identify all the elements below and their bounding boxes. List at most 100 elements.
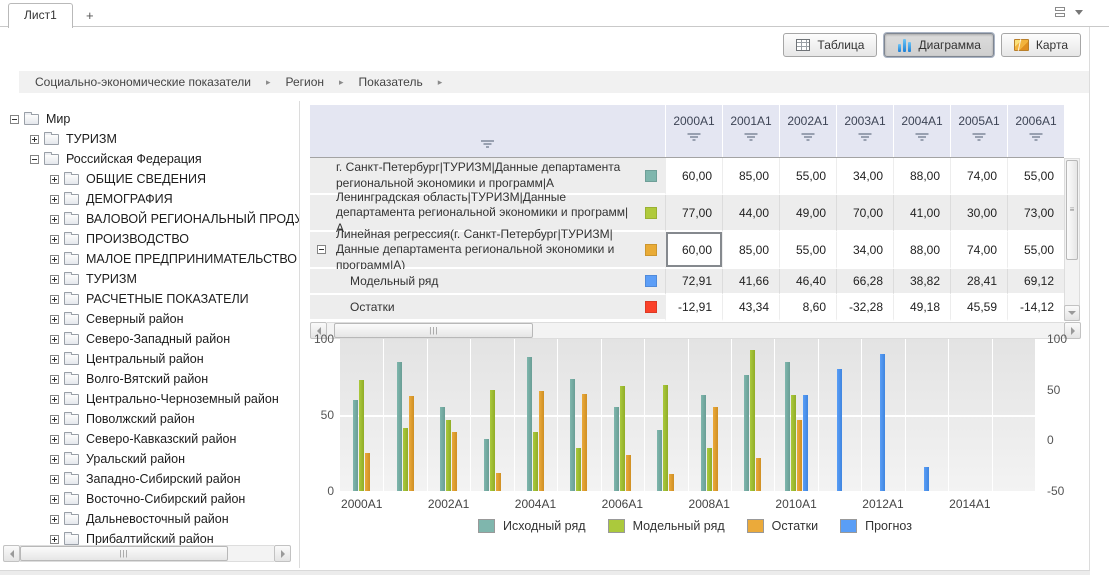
- tree-expander-icon[interactable]: [50, 194, 59, 204]
- value-cell[interactable]: 43,34: [722, 295, 779, 321]
- scroll-right-arrow[interactable]: [1064, 322, 1081, 339]
- tree-expander-icon[interactable]: [50, 374, 59, 384]
- value-cell[interactable]: 69,12: [1007, 269, 1064, 295]
- filter-icon[interactable]: [801, 133, 815, 142]
- grid-header-year-cell[interactable]: 2003A1: [836, 105, 893, 157]
- scroll-right-arrow[interactable]: [274, 545, 291, 562]
- tree-expander-icon[interactable]: [50, 334, 59, 344]
- filter-icon[interactable]: [481, 140, 494, 149]
- value-cell[interactable]: 72,91: [665, 269, 722, 295]
- legend-item[interactable]: Модельный ряд: [607, 519, 725, 533]
- breadcrumb-item[interactable]: Регион: [285, 75, 325, 89]
- legend-item[interactable]: Остатки: [746, 519, 818, 533]
- tree-item[interactable]: ПРОИЗВОДСТВО: [10, 229, 299, 249]
- tree-item[interactable]: Северный район: [10, 309, 299, 329]
- tree-expander-icon[interactable]: [50, 494, 59, 504]
- filter-icon[interactable]: [915, 133, 929, 142]
- tree-expander-icon[interactable]: [50, 414, 59, 424]
- grid-horizontal-scrollbar[interactable]: |||: [310, 322, 1081, 339]
- value-cell[interactable]: -32,28: [836, 295, 893, 321]
- value-cell[interactable]: 85,00: [722, 232, 779, 269]
- value-cell[interactable]: 55,00: [779, 158, 836, 195]
- tree-expander-icon[interactable]: [50, 474, 59, 484]
- row-expander-icon[interactable]: [317, 244, 326, 254]
- value-cell[interactable]: 38,82: [893, 269, 950, 295]
- tree-horizontal-scrollbar[interactable]: |||: [3, 545, 291, 562]
- scroll-thumb[interactable]: |||: [334, 323, 534, 338]
- grid-header-year-cell[interactable]: 2004A1: [893, 105, 950, 157]
- tree-expander-icon[interactable]: [50, 454, 59, 464]
- value-cell[interactable]: 30,00: [950, 195, 1007, 232]
- tree-item[interactable]: Прибалтийский район: [10, 529, 299, 549]
- scroll-down-arrow[interactable]: [1064, 305, 1080, 321]
- value-cell[interactable]: 66,28: [836, 269, 893, 295]
- value-cell[interactable]: 60,00: [665, 232, 722, 269]
- tree-expander-icon[interactable]: [50, 514, 59, 524]
- filter-icon[interactable]: [972, 133, 986, 142]
- tree-item[interactable]: Северо-Западный район: [10, 329, 299, 349]
- filter-icon[interactable]: [858, 133, 872, 142]
- scroll-track[interactable]: |||: [327, 322, 1064, 339]
- tree-item[interactable]: МАЛОЕ ПРЕДПРИНИМАТЕЛЬСТВО: [10, 249, 299, 269]
- value-cell[interactable]: 41,66: [722, 269, 779, 295]
- breadcrumb-item[interactable]: Социально-экономические показатели: [35, 75, 251, 89]
- tree-item[interactable]: Центральный район: [10, 349, 299, 369]
- value-cell[interactable]: -12,91: [665, 295, 722, 321]
- tree-item[interactable]: ОБЩИЕ СВЕДЕНИЯ: [10, 169, 299, 189]
- tree-expander-icon[interactable]: [50, 434, 59, 444]
- tree-item[interactable]: Центрально-Черноземный район: [10, 389, 299, 409]
- tree-expander-icon[interactable]: [50, 534, 59, 544]
- row-label-cell[interactable]: Ленинградская область|ТУРИЗМ|Данные депа…: [310, 190, 637, 235]
- tree-item[interactable]: Дальневосточный район: [10, 509, 299, 529]
- scroll-left-arrow[interactable]: [310, 322, 327, 339]
- tree-item[interactable]: Западно-Сибирский район: [10, 469, 299, 489]
- value-cell[interactable]: 55,00: [1007, 232, 1064, 269]
- legend-item[interactable]: Исходный ряд: [478, 519, 586, 533]
- value-cell[interactable]: 8,60: [779, 295, 836, 321]
- filter-icon[interactable]: [744, 133, 758, 142]
- value-cell[interactable]: 45,59: [950, 295, 1007, 321]
- grid-header-year-cell[interactable]: 2001A1: [722, 105, 779, 157]
- value-cell[interactable]: 60,00: [665, 158, 722, 195]
- tree-expander-icon[interactable]: [30, 134, 39, 144]
- tree-expander-icon[interactable]: [50, 314, 59, 324]
- tree-item[interactable]: Северо-Кавказский район: [10, 429, 299, 449]
- view-button-table[interactable]: Таблица: [783, 33, 878, 57]
- tree-item[interactable]: РАСЧЕТНЫЕ ПОКАЗАТЕЛИ: [10, 289, 299, 309]
- add-sheet-button[interactable]: +: [86, 8, 94, 23]
- value-cell[interactable]: 49,18: [893, 295, 950, 321]
- value-cell[interactable]: 88,00: [893, 232, 950, 269]
- value-cell[interactable]: 55,00: [779, 232, 836, 269]
- grid-vertical-scrollbar[interactable]: ≡: [1064, 158, 1080, 321]
- tree-item[interactable]: ДЕМОГРАФИЯ: [10, 189, 299, 209]
- grid-header-year-cell[interactable]: 2005A1: [950, 105, 1007, 157]
- value-cell[interactable]: 85,00: [722, 158, 779, 195]
- tree-item[interactable]: Российская Федерация: [10, 149, 299, 169]
- tree-expander-icon[interactable]: [50, 274, 59, 284]
- filter-icon[interactable]: [1029, 133, 1043, 142]
- tree-expander-icon[interactable]: [50, 394, 59, 404]
- value-cell[interactable]: 70,00: [836, 195, 893, 232]
- value-cell[interactable]: 44,00: [722, 195, 779, 232]
- value-cell[interactable]: 74,00: [950, 232, 1007, 269]
- row-label-cell[interactable]: Модельный ряд: [310, 269, 637, 295]
- tree-expander-icon[interactable]: [50, 174, 59, 184]
- tree-item[interactable]: Волго-Вятский район: [10, 369, 299, 389]
- tree-expander-icon[interactable]: [50, 234, 59, 244]
- grid-header-label-cell[interactable]: [310, 105, 665, 157]
- value-cell[interactable]: 49,00: [779, 195, 836, 232]
- value-cell[interactable]: 55,00: [1007, 158, 1064, 195]
- scroll-thumb[interactable]: ≡: [1066, 160, 1078, 260]
- scroll-thumb[interactable]: |||: [20, 546, 229, 561]
- value-cell[interactable]: 46,40: [779, 269, 836, 295]
- row-label-cell[interactable]: Остатки: [310, 295, 637, 321]
- value-cell[interactable]: 74,00: [950, 158, 1007, 195]
- value-cell[interactable]: 34,00: [836, 232, 893, 269]
- print-icon[interactable]: [1053, 6, 1067, 18]
- print-menu-caret-icon[interactable]: [1075, 9, 1083, 15]
- filter-icon[interactable]: [687, 133, 701, 142]
- tree-expander-icon[interactable]: [10, 114, 19, 124]
- row-label-cell[interactable]: г. Санкт-Петербург|ТУРИЗМ|Данные департа…: [310, 158, 637, 195]
- tree-expander-icon[interactable]: [50, 354, 59, 364]
- sheet-tab[interactable]: Лист1: [8, 3, 73, 28]
